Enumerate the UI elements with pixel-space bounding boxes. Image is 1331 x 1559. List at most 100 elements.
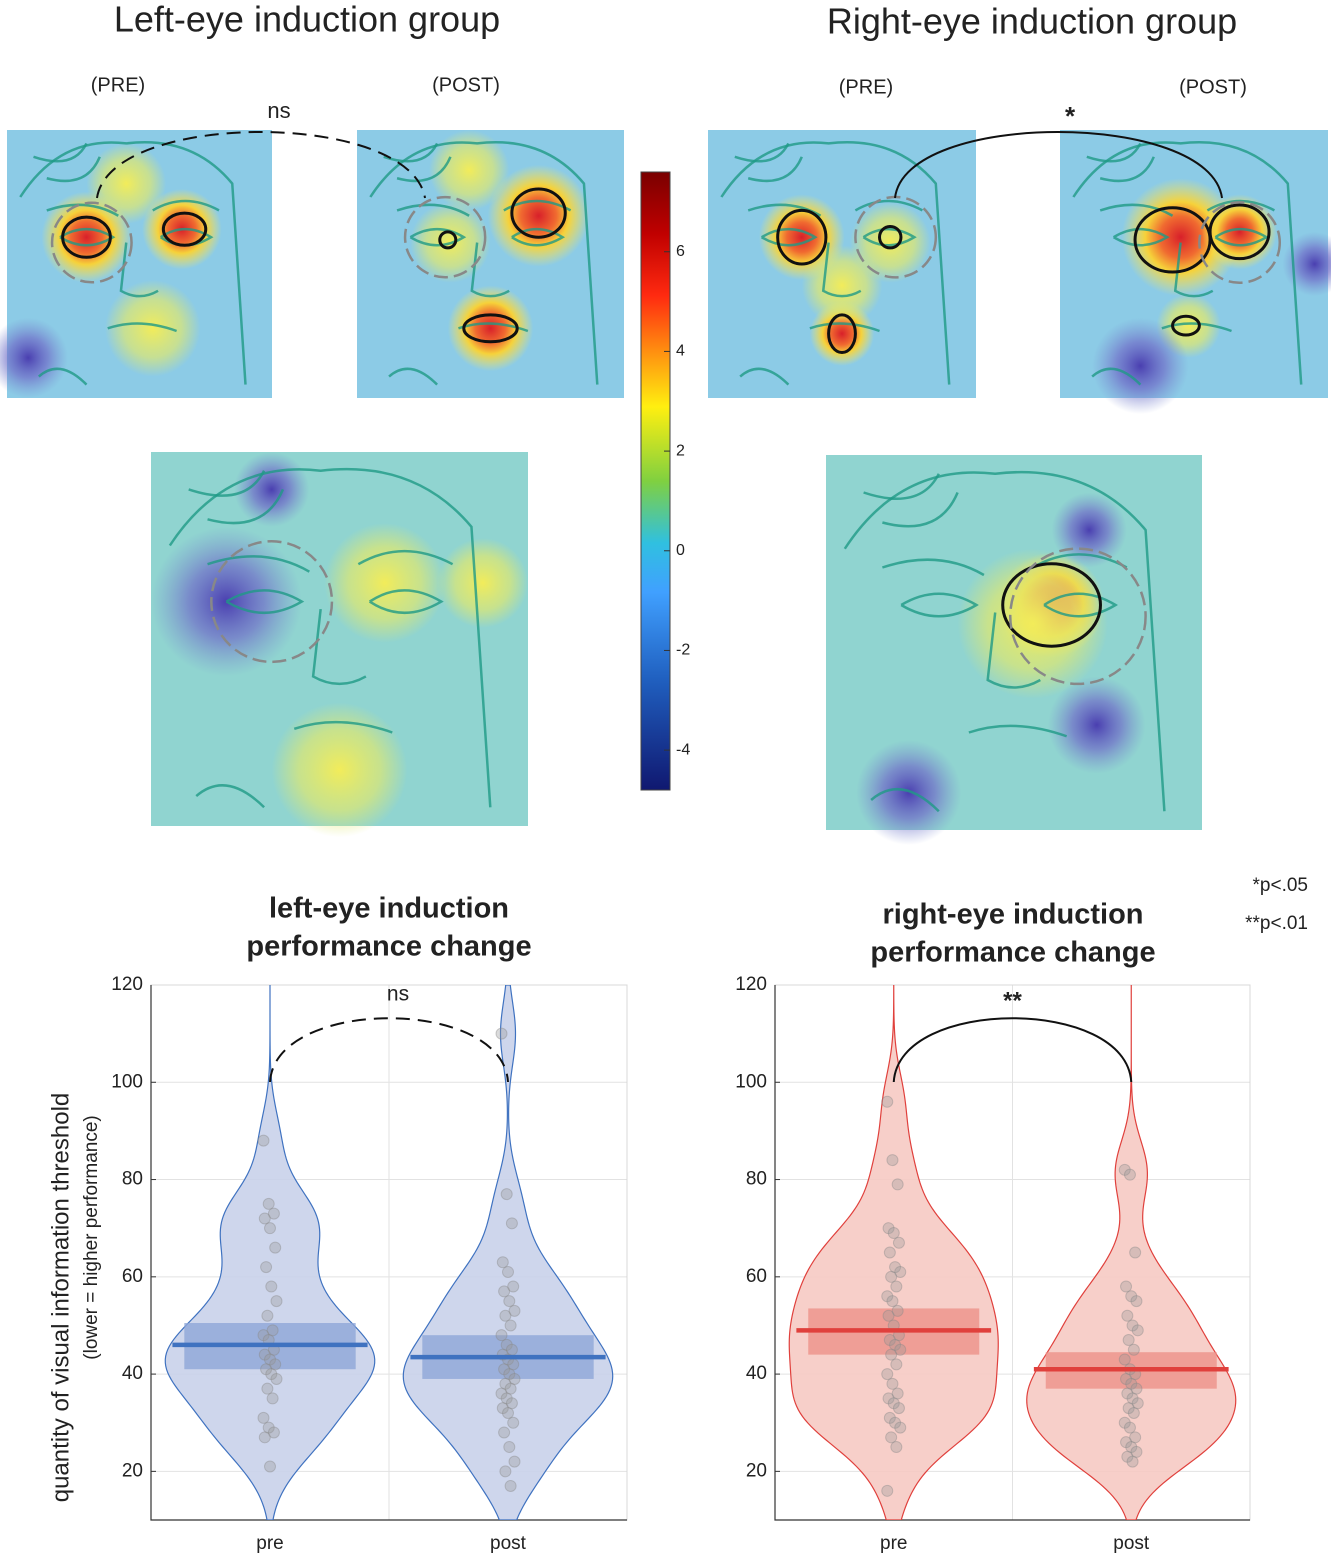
- chart-title: performance change: [870, 937, 1155, 969]
- plot-area: [788, 985, 1237, 1520]
- data-point: [887, 1397, 900, 1410]
- data-point: [257, 1134, 270, 1147]
- data-point: [262, 1197, 275, 1210]
- colorbar-tick-label: -4: [676, 741, 690, 758]
- heatmap-blob: [487, 164, 590, 267]
- face-outline: [882, 558, 985, 577]
- data-point: [258, 1431, 271, 1444]
- data-point: [496, 1256, 509, 1269]
- colorbar-tick-label: 0: [676, 542, 685, 559]
- data-point: [270, 1295, 283, 1308]
- data-point: [1131, 1397, 1144, 1410]
- y-axis-label: quantity of visual information threshold: [47, 1093, 74, 1503]
- face-outline: [1112, 227, 1170, 247]
- data-point: [894, 1421, 907, 1434]
- heatmap-panel: [708, 130, 976, 398]
- data-point: [1127, 1343, 1140, 1356]
- significance-contour: [510, 187, 567, 239]
- face-outline: [720, 141, 951, 385]
- data-point: [269, 1241, 282, 1254]
- heatmap-blob: [437, 538, 528, 628]
- data-point: [507, 1416, 520, 1429]
- y-tick-label: 20: [122, 1460, 143, 1481]
- heatmap-panel: [1060, 130, 1331, 415]
- data-point: [500, 1392, 513, 1405]
- data-point: [891, 1178, 904, 1191]
- data-point: [1129, 1431, 1142, 1444]
- data-point: [267, 1207, 280, 1220]
- data-point: [508, 1455, 521, 1468]
- data-point: [1123, 1421, 1136, 1434]
- data-point: [508, 1304, 521, 1317]
- roi-circle: [1008, 547, 1147, 686]
- data-point: [266, 1324, 279, 1337]
- data-point: [882, 1392, 895, 1405]
- heatmap-blob: [271, 702, 408, 838]
- face-outline: [1032, 553, 1128, 569]
- data-point: [1123, 1168, 1136, 1181]
- face-outline: [59, 227, 116, 247]
- data-point: [257, 1411, 270, 1424]
- data-point: [495, 1387, 508, 1400]
- data-point: [1126, 1319, 1139, 1332]
- data-point: [886, 1154, 899, 1167]
- data-point: [1120, 1280, 1133, 1293]
- group-title: Left-eye induction group: [114, 0, 500, 40]
- face-outline: [809, 322, 880, 333]
- data-point: [886, 1377, 899, 1390]
- data-point: [264, 1353, 276, 1366]
- y-tick-label: 100: [111, 1071, 143, 1092]
- data-point: [891, 1304, 904, 1317]
- face-outline: [46, 203, 119, 217]
- y-tick-label: 80: [746, 1169, 767, 1190]
- face-outline: [739, 367, 790, 386]
- significance-contour: [776, 208, 828, 266]
- heatmap-section: Left-eye induction group Right-eye induc…: [0, 0, 1331, 845]
- data-point: [257, 1329, 270, 1342]
- heatmap-blob: [324, 523, 446, 643]
- data-point: [503, 1295, 516, 1308]
- data-point: [502, 1265, 514, 1278]
- data-point: [265, 1280, 278, 1293]
- data-point: [881, 1095, 894, 1108]
- data-point: [508, 1372, 521, 1385]
- face-outline: [188, 470, 285, 525]
- data-point: [882, 1222, 895, 1235]
- face-outline: [396, 203, 470, 217]
- data-point: [889, 1416, 902, 1429]
- colorbar-ticks: 6 4 2 0 -2 -4: [664, 243, 690, 758]
- data-point: [505, 1217, 518, 1230]
- y-tick-label: 120: [735, 974, 767, 995]
- data-point: [498, 1426, 511, 1439]
- significance-label: *: [1065, 101, 1076, 131]
- data-point: [267, 1426, 280, 1439]
- data-point: [1130, 1295, 1143, 1308]
- data-point: [892, 1402, 905, 1415]
- significance-label: **: [1003, 987, 1022, 1014]
- face-outline: [357, 549, 454, 566]
- face-outline: [1072, 141, 1303, 385]
- data-point: [504, 1479, 517, 1492]
- colorbar-tick-label: 4: [676, 343, 685, 360]
- heatmap-blob: [105, 280, 201, 377]
- significance-contour: [1171, 314, 1201, 337]
- data-point: [891, 1387, 904, 1400]
- data-point: [1122, 1334, 1135, 1347]
- heatmap-blob: [86, 143, 166, 224]
- y-tick-label: 60: [122, 1266, 143, 1287]
- significance-contour: [462, 313, 519, 344]
- x-tick-label: pre: [880, 1533, 907, 1554]
- axis: [774, 985, 1250, 1521]
- data-point: [500, 1188, 513, 1201]
- data-point: [890, 1280, 903, 1293]
- face-outline: [311, 608, 367, 686]
- heatmap-blob: [957, 548, 1108, 699]
- heatmap-blob: [1092, 317, 1189, 415]
- data-point: [889, 1338, 902, 1351]
- significance-label: ns: [267, 98, 290, 123]
- chart-title: left-eye induction: [269, 893, 509, 925]
- significance-bracket: [269, 1017, 509, 1083]
- violin: [164, 985, 376, 1520]
- data-point: [894, 1265, 907, 1278]
